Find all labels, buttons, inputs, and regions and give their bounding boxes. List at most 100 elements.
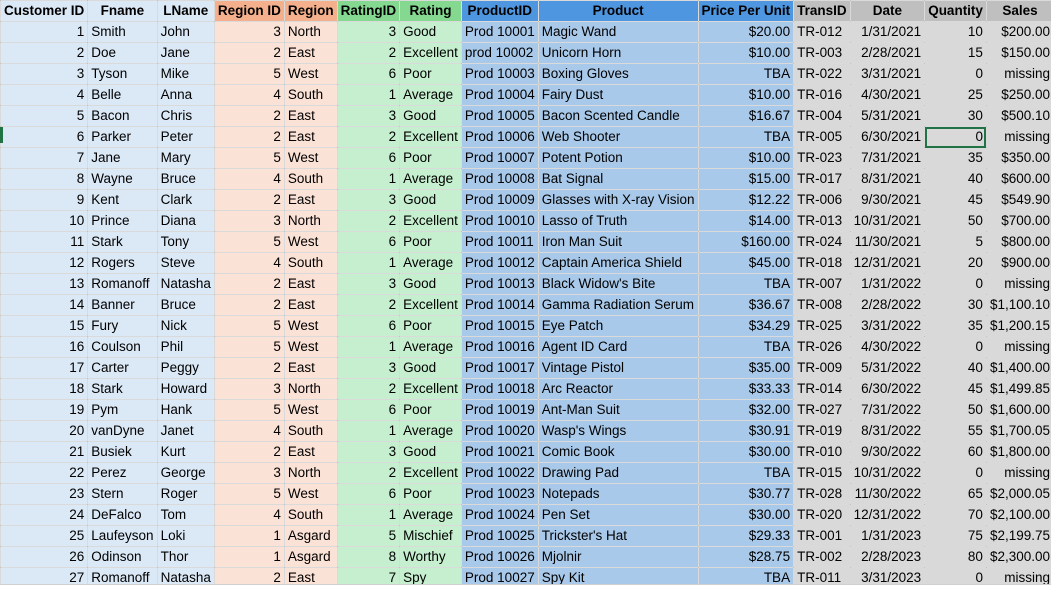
cell-lname[interactable]: Steve: [156, 252, 215, 274]
cell-lname[interactable]: Loki: [156, 525, 215, 547]
cell-customer-id[interactable]: 7: [0, 147, 89, 169]
cell-sales[interactable]: missing: [985, 63, 1051, 85]
cell-rating-id[interactable]: 2: [336, 294, 401, 316]
header-customer-id[interactable]: Customer ID: [0, 0, 89, 22]
cell-product[interactable]: Magic Wand: [537, 21, 699, 43]
cell-region-id[interactable]: 5: [213, 483, 285, 505]
cell-quantity[interactable]: 50: [924, 399, 987, 421]
header-fname[interactable]: Fname: [87, 0, 158, 22]
cell-quantity[interactable]: 45: [924, 189, 987, 211]
cell-product[interactable]: Fairy Dust: [537, 84, 699, 106]
cell-quantity[interactable]: 35: [924, 147, 987, 169]
cell-customer-id[interactable]: 17: [0, 357, 89, 379]
cell-lname[interactable]: Peggy: [156, 357, 215, 379]
cell-product[interactable]: Bat Signal: [537, 168, 699, 190]
cell-rating-id[interactable]: 1: [336, 84, 401, 106]
cell-sales[interactable]: $900.00: [985, 252, 1051, 274]
cell-trans-id[interactable]: TR-010: [793, 441, 851, 463]
cell-quantity[interactable]: 30: [924, 294, 987, 316]
cell-date[interactable]: 3/31/2021: [849, 63, 926, 85]
cell-trans-id[interactable]: TR-022: [793, 63, 851, 85]
cell-region[interactable]: South: [283, 420, 338, 442]
cell-date[interactable]: 11/30/2021: [849, 231, 926, 253]
cell-date[interactable]: 10/31/2022: [849, 462, 926, 484]
cell-region-id[interactable]: 3: [213, 21, 285, 43]
cell-trans-id[interactable]: TR-001: [793, 525, 851, 547]
cell-lname[interactable]: Thor: [156, 546, 215, 568]
cell-trans-id[interactable]: TR-025: [793, 315, 851, 337]
cell-trans-id[interactable]: TR-009: [793, 357, 851, 379]
cell-region[interactable]: Asgard: [283, 525, 338, 547]
cell-lname[interactable]: Janet: [156, 420, 215, 442]
cell-lname[interactable]: Howard: [156, 378, 215, 400]
cell-sales[interactable]: $500.10: [985, 105, 1051, 127]
cell-fname[interactable]: Bacon: [87, 105, 158, 127]
cell-date[interactable]: 9/30/2022: [849, 441, 926, 463]
cell-fname[interactable]: Coulson: [87, 336, 158, 358]
cell-product[interactable]: Web Shooter: [537, 126, 699, 148]
cell-rating[interactable]: Poor: [399, 483, 462, 505]
cell-fname[interactable]: Jane: [87, 147, 158, 169]
cell-region[interactable]: South: [283, 252, 338, 274]
cell-lname[interactable]: John: [156, 21, 215, 43]
cell-quantity[interactable]: 80: [924, 546, 987, 568]
cell-region[interactable]: West: [283, 147, 338, 169]
cell-region[interactable]: West: [283, 63, 338, 85]
cell-product-id[interactable]: Prod 10022: [460, 462, 539, 484]
cell-product-id[interactable]: Prod 10010: [460, 210, 539, 232]
cell-price-per-unit[interactable]: $32.00: [697, 399, 795, 421]
cell-fname[interactable]: Stark: [87, 231, 158, 253]
cell-region[interactable]: East: [283, 189, 338, 211]
cell-sales[interactable]: $1,600.00: [985, 399, 1051, 421]
header-sales[interactable]: Sales: [985, 0, 1051, 22]
cell-rating-id[interactable]: 2: [336, 462, 401, 484]
cell-rating[interactable]: Poor: [399, 147, 462, 169]
cell-customer-id[interactable]: 9: [0, 189, 89, 211]
cell-region-id[interactable]: 5: [213, 315, 285, 337]
cell-region[interactable]: East: [283, 567, 338, 589]
cell-region[interactable]: Asgard: [283, 546, 338, 568]
cell-fname[interactable]: Parker: [87, 126, 158, 148]
cell-sales[interactable]: $2,300.00: [985, 546, 1051, 568]
cell-rating[interactable]: Excellent: [399, 294, 462, 316]
cell-product-id[interactable]: Prod 10009: [460, 189, 539, 211]
cell-sales[interactable]: missing: [985, 462, 1051, 484]
cell-date[interactable]: 3/31/2023: [849, 567, 926, 589]
cell-sales[interactable]: $2,199.75: [985, 525, 1051, 547]
cell-region-id[interactable]: 2: [213, 273, 285, 295]
cell-price-per-unit[interactable]: TBA: [697, 63, 795, 85]
cell-fname[interactable]: Romanoff: [87, 273, 158, 295]
cell-product-id[interactable]: Prod 10003: [460, 63, 539, 85]
cell-price-per-unit[interactable]: $160.00: [697, 231, 795, 253]
cell-region[interactable]: East: [283, 105, 338, 127]
cell-sales[interactable]: $1,700.05: [985, 420, 1051, 442]
cell-product-id[interactable]: Prod 10027: [460, 567, 539, 589]
cell-product[interactable]: Lasso of Truth: [537, 210, 699, 232]
cell-rating[interactable]: Average: [399, 168, 462, 190]
cell-customer-id[interactable]: 20: [0, 420, 89, 442]
cell-customer-id[interactable]: 18: [0, 378, 89, 400]
cell-trans-id[interactable]: TR-027: [793, 399, 851, 421]
cell-fname[interactable]: Fury: [87, 315, 158, 337]
cell-trans-id[interactable]: TR-003: [793, 42, 851, 64]
cell-region-id[interactable]: 5: [213, 336, 285, 358]
cell-customer-id[interactable]: 12: [0, 252, 89, 274]
cell-rating-id[interactable]: 1: [336, 252, 401, 274]
cell-product[interactable]: Unicorn Horn: [537, 42, 699, 64]
header-rating-id[interactable]: RatingID: [336, 0, 401, 22]
cell-quantity[interactable]: 55: [924, 420, 987, 442]
cell-region[interactable]: North: [283, 210, 338, 232]
cell-quantity[interactable]: 65: [924, 483, 987, 505]
cell-product-id[interactable]: prod 10002: [460, 42, 539, 64]
cell-region[interactable]: South: [283, 84, 338, 106]
cell-product-id[interactable]: Prod 10019: [460, 399, 539, 421]
cell-customer-id[interactable]: 15: [0, 315, 89, 337]
cell-rating-id[interactable]: 6: [336, 483, 401, 505]
cell-region[interactable]: East: [283, 357, 338, 379]
cell-fname[interactable]: DeFalco: [87, 504, 158, 526]
cell-product[interactable]: Boxing Gloves: [537, 63, 699, 85]
header-region[interactable]: Region: [283, 0, 338, 22]
cell-rating[interactable]: Average: [399, 420, 462, 442]
cell-rating-id[interactable]: 3: [336, 273, 401, 295]
